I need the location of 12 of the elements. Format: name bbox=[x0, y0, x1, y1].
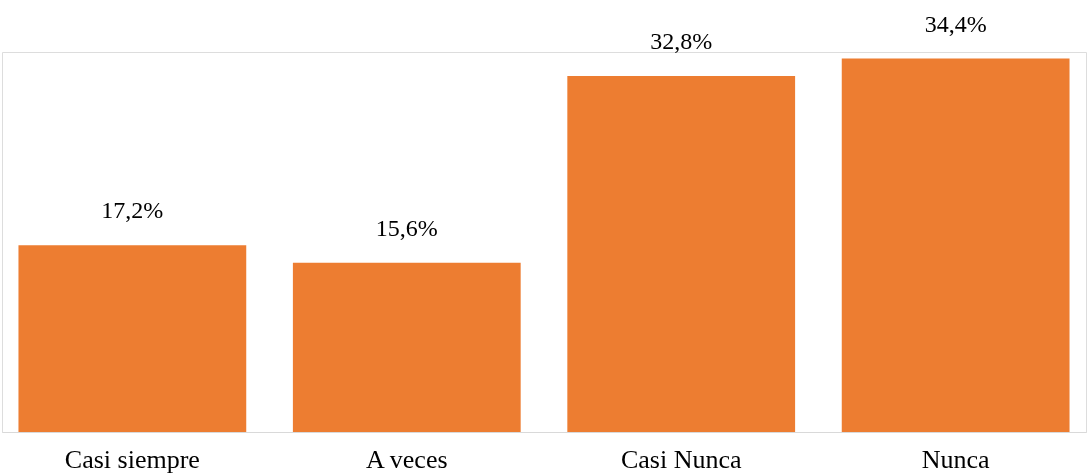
data-label: 34,4% bbox=[924, 10, 987, 37]
bar bbox=[292, 262, 521, 432]
bar bbox=[567, 75, 796, 432]
data-label: 17,2% bbox=[101, 197, 164, 224]
x-tick-label: Casi Nunca bbox=[620, 444, 742, 474]
data-label: 15,6% bbox=[375, 214, 438, 241]
x-tick-label: Nunca bbox=[921, 444, 991, 474]
bar bbox=[18, 245, 247, 432]
x-tick-label: Casi siempre bbox=[64, 444, 200, 474]
bar bbox=[841, 58, 1070, 432]
data-label: 32,8% bbox=[650, 27, 713, 54]
x-tick-label: A veces bbox=[365, 444, 448, 474]
